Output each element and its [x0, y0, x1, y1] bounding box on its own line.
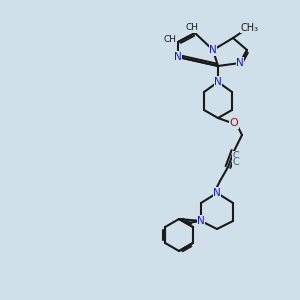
Text: O: O — [230, 118, 238, 128]
Text: N: N — [236, 58, 244, 68]
Text: N: N — [209, 45, 217, 55]
Text: CH₃: CH₃ — [241, 23, 259, 33]
Text: C: C — [232, 151, 239, 161]
Text: N: N — [214, 77, 222, 87]
Text: CH: CH — [164, 35, 176, 44]
Text: CH: CH — [185, 23, 199, 32]
Text: N: N — [197, 216, 205, 226]
Text: N: N — [174, 52, 182, 62]
Text: C: C — [232, 157, 239, 167]
Text: N: N — [213, 188, 221, 198]
